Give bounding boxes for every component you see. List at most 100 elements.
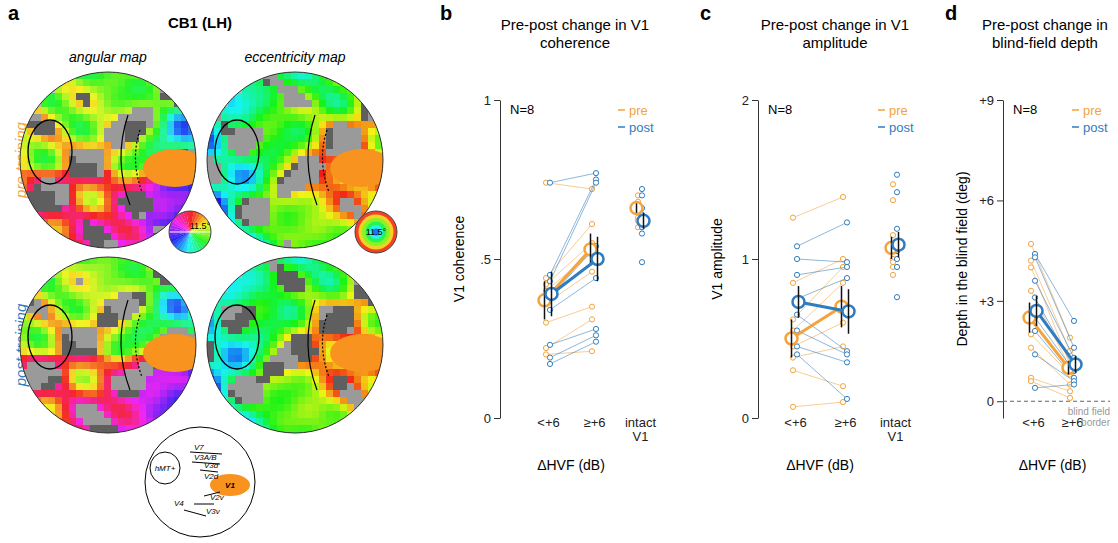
map-cell: [153, 327, 161, 335]
map-cell: [361, 205, 369, 213]
map-cell: [118, 271, 126, 279]
map-cell: [340, 285, 348, 293]
map-cell: [291, 257, 299, 265]
map-cell: [188, 390, 196, 398]
map-cell: [125, 264, 133, 272]
v1-region: [143, 149, 207, 187]
map-cell: [235, 313, 243, 321]
map-cell: [263, 205, 271, 213]
map-cell: [139, 93, 147, 101]
map-cell: [305, 247, 313, 255]
map-cell: [69, 397, 77, 405]
map-cell: [62, 219, 70, 227]
map-cell: [83, 271, 91, 279]
map-cell: [340, 135, 348, 143]
map-cell: [55, 285, 63, 293]
map-cell: [270, 292, 278, 300]
map-cell: [277, 114, 285, 122]
map-cell: [153, 418, 161, 426]
map-cell: [326, 142, 334, 150]
map-cell: [242, 107, 250, 115]
map-cell: [263, 114, 271, 122]
map-cell: [132, 390, 140, 398]
map-cell: [69, 219, 77, 227]
map-cell: [104, 212, 112, 220]
map-cell: [55, 397, 63, 405]
map-cell: [228, 135, 236, 143]
map-cell: [361, 135, 369, 143]
map-cell: [97, 369, 105, 377]
map-cell: [48, 306, 56, 314]
map-cell: [270, 135, 278, 143]
map-cell: [48, 334, 56, 342]
map-cell: [55, 163, 63, 171]
map-cell: [34, 404, 42, 412]
map-cell: [167, 320, 175, 328]
map-cell: [270, 107, 278, 115]
map-cell: [111, 292, 119, 300]
map-cell: [263, 79, 271, 87]
map-cell: [90, 292, 98, 300]
map-cell: [195, 135, 203, 143]
map-cell: [41, 320, 49, 328]
map-cell: [284, 107, 292, 115]
column-title: eccentricity map: [244, 49, 345, 65]
map-cell: [139, 320, 147, 328]
map-cell: [97, 121, 105, 129]
map-cell: [284, 240, 292, 248]
map-cell: [284, 191, 292, 199]
map-cell: [153, 306, 161, 314]
map-cell: [174, 404, 182, 412]
map-cell: [90, 156, 98, 164]
map-cell: [291, 121, 299, 129]
map-cell: [146, 226, 154, 234]
map-cell: [312, 264, 320, 272]
map-cell: [167, 191, 175, 199]
map-cell: [146, 128, 154, 136]
map-cell: [298, 334, 306, 342]
map-cell: [153, 114, 161, 122]
map-cell: [277, 205, 285, 213]
map-cell: [249, 278, 257, 286]
map-cell: [139, 191, 147, 199]
map-cell: [249, 121, 257, 129]
map-cell: [76, 355, 84, 363]
map-cell: [167, 278, 175, 286]
map-cell: [333, 191, 341, 199]
map-cell: [291, 226, 299, 234]
map-cell: [48, 355, 56, 363]
map-cell: [347, 205, 355, 213]
map-cell: [256, 327, 264, 335]
map-cell: [242, 93, 250, 101]
map-cell: [146, 198, 154, 206]
map-cell: [160, 233, 168, 241]
map-cell: [69, 170, 77, 178]
map-cell: [312, 107, 320, 115]
map-cell: [319, 121, 327, 129]
map-cell: [305, 264, 313, 272]
map-cell: [125, 327, 133, 335]
map-cell: [83, 212, 91, 220]
map-cell: [305, 86, 313, 94]
map-cell: [354, 191, 362, 199]
map-cell: [242, 156, 250, 164]
map-cell: [69, 334, 77, 342]
map-cell: [291, 212, 299, 220]
map-cell: [90, 341, 98, 349]
map-cell: [62, 369, 70, 377]
map-cell: [111, 299, 119, 307]
map-cell: [340, 128, 348, 136]
map-cell: [132, 285, 140, 293]
map-cell: [48, 233, 56, 241]
map-cell: [235, 107, 243, 115]
map-cell: [104, 390, 112, 398]
map-cell: [104, 79, 112, 87]
map-cell: [153, 285, 161, 293]
map-cell: [174, 278, 182, 286]
map-cell: [111, 156, 119, 164]
map-cell: [319, 107, 327, 115]
map-cell: [118, 404, 126, 412]
map-cell: [76, 205, 84, 213]
map-cell: [90, 278, 98, 286]
map-cell: [277, 191, 285, 199]
